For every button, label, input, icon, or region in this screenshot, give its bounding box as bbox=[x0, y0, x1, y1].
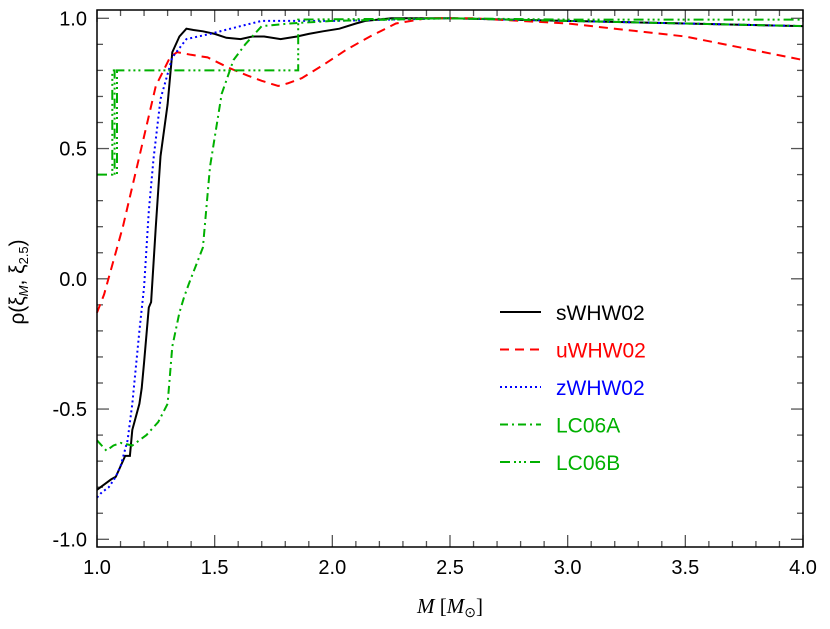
series-line-zWHW02 bbox=[96, 17, 804, 499]
legend-label: sWHW02 bbox=[556, 302, 645, 325]
y-tick-label: 0.0 bbox=[59, 269, 87, 291]
legend-label: uWHW02 bbox=[556, 340, 646, 363]
plot-frame bbox=[96, 9, 804, 548]
x-tick-label: 3.5 bbox=[671, 557, 699, 579]
series-line-uWHW02 bbox=[96, 17, 804, 314]
series-line-sWHW02 bbox=[96, 17, 804, 491]
series-line-LC06B bbox=[97, 17, 803, 176]
x-axis-label: M [M⊙] bbox=[416, 594, 483, 620]
y-tick-label: -1.0 bbox=[53, 529, 87, 551]
x-tick-label: 4.0 bbox=[789, 557, 817, 579]
x-tick-label: 1.5 bbox=[201, 557, 229, 579]
x-tick-label: 2.0 bbox=[318, 557, 346, 579]
x-tick-label: 2.5 bbox=[436, 557, 464, 579]
legend-label: zWHW02 bbox=[556, 377, 645, 400]
legend-label: LC06A bbox=[556, 415, 620, 438]
x-tick-label: 3.0 bbox=[554, 557, 582, 579]
y-tick-label: -0.5 bbox=[53, 399, 87, 421]
series-line-LC06A bbox=[96, 17, 804, 453]
y-axis-label: ρ(ξM, ξ2.5) bbox=[6, 239, 31, 324]
legend: sWHW02 uWHW02 zWHW02 LC06A LC06B bbox=[500, 302, 646, 475]
series-lines bbox=[96, 17, 804, 499]
y-tick-label: 1.0 bbox=[59, 8, 87, 30]
y-tick-label: 0.5 bbox=[59, 139, 87, 161]
legend-label: LC06B bbox=[556, 452, 620, 475]
tick-labels: 1.0 1.5 2.0 2.5 3.0 3.5 4.0 -1.0 -0.5 0.0 0.5 1.0 bbox=[53, 8, 817, 579]
x-tick-label: 1.0 bbox=[83, 557, 111, 579]
axis-ticks bbox=[96, 10, 804, 547]
